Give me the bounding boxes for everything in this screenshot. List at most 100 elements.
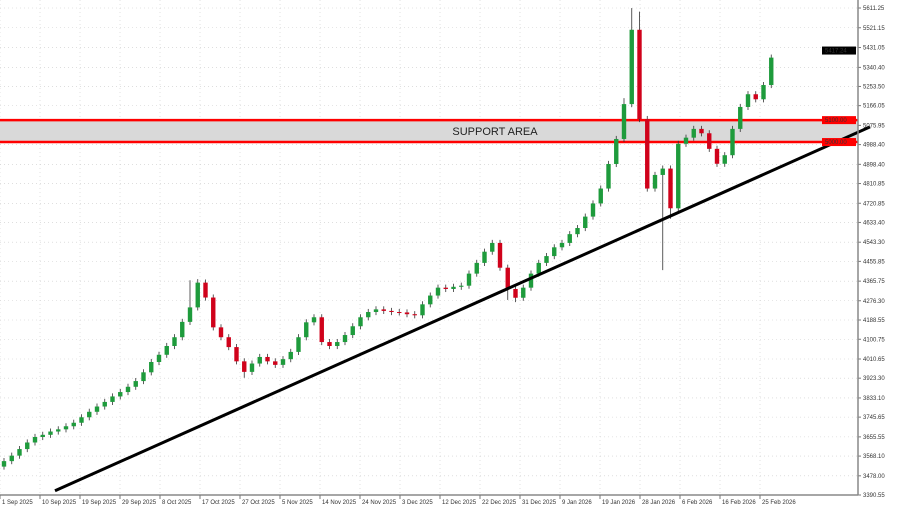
y-tick-label: 3390.55 [863, 493, 885, 499]
y-tick-label: 4898.40 [863, 162, 885, 168]
candle-body [319, 317, 324, 343]
candle-body [412, 314, 417, 316]
candle-body [745, 94, 751, 107]
candle-body [218, 327, 224, 338]
candle-body [490, 242, 495, 252]
candle-body [149, 362, 154, 373]
y-tick-label: 5075.95 [863, 123, 885, 129]
trendline [54, 125, 871, 493]
candle-body [180, 321, 185, 338]
y-tick-label: 4365.75 [863, 279, 885, 285]
candle-body [691, 128, 696, 138]
x-tick-label: 19 Jan 2026 [602, 500, 636, 506]
candle-body [102, 401, 107, 407]
candle-body [482, 251, 487, 263]
candle-body [552, 247, 557, 257]
candle-body [40, 434, 45, 438]
candle-body [195, 282, 200, 308]
candle-body [94, 406, 100, 412]
x-tick-label: 5 Nov 2025 [282, 500, 313, 506]
candle-body [133, 381, 138, 387]
x-tick-label: 25 Feb 2026 [762, 500, 796, 506]
y-tick-label: 5253.50 [863, 84, 885, 90]
support-lower-tag-text: 5000.00 [825, 140, 847, 146]
x-tick-label: 27 Oct 2025 [242, 500, 275, 506]
y-tick-label: 4543.30 [863, 240, 885, 246]
candle-body [652, 174, 658, 189]
candle-body [296, 337, 301, 352]
x-tick-label: 22 Dec 2025 [482, 500, 517, 506]
candle-body [1, 461, 7, 467]
candle-body [226, 337, 231, 348]
candle-body [211, 297, 216, 328]
candles [1, 8, 774, 470]
candle-body [722, 155, 727, 164]
x-tick-label: 24 Nov 2025 [362, 500, 397, 506]
x-tick-label: 29 Sep 2025 [122, 500, 157, 506]
candle-body [335, 342, 340, 346]
candle-body [769, 57, 774, 86]
candle-body [342, 335, 348, 343]
y-tick-label: 4810.85 [863, 182, 885, 188]
candle-body [683, 137, 689, 144]
candle-body [397, 312, 402, 314]
y-tick-label: 4100.75 [863, 337, 885, 343]
candle-body [48, 431, 53, 435]
y-tick-label: 5611.25 [863, 6, 885, 12]
x-tick-label: 12 Dec 2025 [442, 500, 477, 506]
candle-body [156, 354, 162, 363]
candle-body [172, 337, 177, 346]
x-tick-label: 28 Jan 2026 [642, 500, 676, 506]
candle-body [350, 326, 355, 336]
candle-body [443, 287, 448, 289]
current-price-tag [822, 46, 856, 55]
candle-body [753, 94, 758, 100]
candle-body [79, 417, 84, 423]
candle-body [606, 163, 611, 189]
candle-body [358, 317, 363, 327]
candle-body [187, 307, 193, 322]
grid [0, 0, 858, 496]
y-tick-label: 4720.85 [863, 201, 885, 207]
x-tick-label: 17 Oct 2025 [202, 500, 235, 506]
y-tick-label: 4455.85 [863, 259, 885, 265]
candle-body [32, 437, 38, 443]
candle-body [583, 216, 588, 229]
candle-body [17, 449, 22, 456]
candle-body [234, 347, 239, 362]
candle-body [699, 128, 704, 134]
candle-body [567, 234, 572, 243]
y-tick-label: 3923.30 [863, 376, 885, 382]
y-tick-label: 4988.40 [863, 143, 885, 149]
candle-body [249, 363, 255, 372]
y-tick-label: 4188.55 [863, 318, 885, 324]
candle-body [110, 396, 115, 402]
candle-body [707, 133, 712, 149]
x-tick-label: 10 Sep 2025 [42, 500, 77, 506]
x-tick-label: 16 Feb 2026 [722, 500, 756, 506]
x-tick-label: 8 Oct 2025 [162, 500, 192, 506]
candle-body [536, 262, 541, 274]
y-tick-label: 3478.00 [863, 474, 885, 480]
support-area-band [0, 120, 858, 143]
candle-body [304, 322, 309, 338]
candle-body [373, 309, 379, 313]
y-tick-label: 3655.55 [863, 435, 885, 441]
candle-body [544, 256, 549, 263]
support-lower-tag [822, 138, 856, 147]
x-tick-label: 14 Nov 2025 [322, 500, 357, 506]
candle-body [598, 188, 603, 204]
x-tick-label: 3 Dec 2025 [402, 500, 433, 506]
y-tick-label: 4010.65 [863, 357, 885, 363]
support-area-label: SUPPORT AREA [452, 126, 538, 138]
candle-body [311, 317, 317, 323]
candle-body [366, 312, 371, 318]
candle-body [637, 29, 642, 120]
support-upper-tag-text: 5100.00 [825, 118, 847, 124]
candle-body [466, 273, 472, 286]
candle-body [435, 287, 441, 296]
candle-body [327, 342, 332, 346]
candle-body [257, 356, 262, 364]
price-tags: 5100.00 5000.00 5417.24 [822, 46, 856, 147]
candle-body [660, 168, 665, 175]
